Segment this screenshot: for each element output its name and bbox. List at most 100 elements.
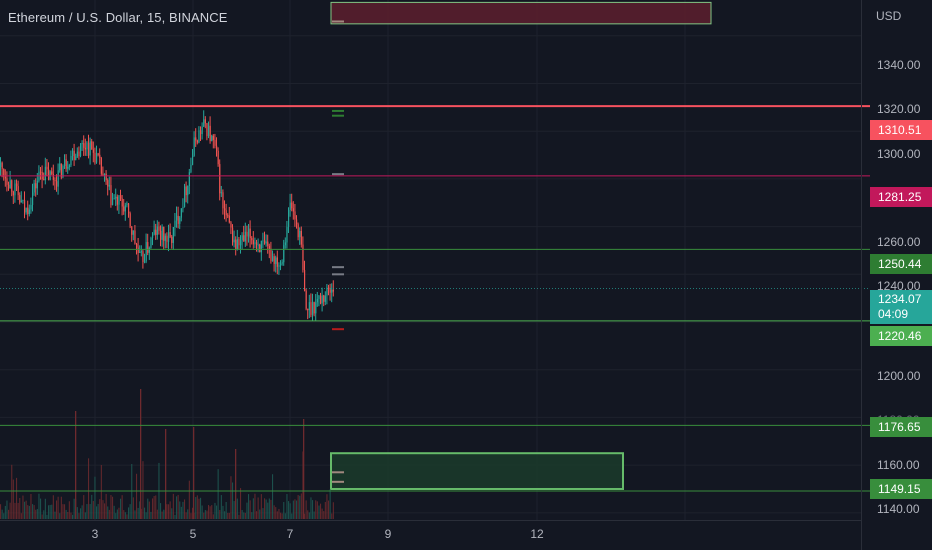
volume-bar	[315, 500, 317, 519]
volume-bar	[307, 510, 309, 519]
symbol-title[interactable]: Ethereum / U.S. Dollar, 15, BINANCE	[8, 10, 228, 25]
volume-bar	[257, 497, 259, 519]
volume-bar	[270, 499, 272, 519]
candle-body	[64, 159, 66, 167]
candle-body	[132, 230, 134, 235]
candle-body	[110, 185, 112, 206]
volume-bar	[264, 498, 266, 519]
volume-bar	[139, 501, 141, 519]
candle-body	[185, 186, 187, 196]
order-marker	[332, 109, 344, 112]
volume-bar	[57, 496, 59, 519]
candle-body	[280, 263, 282, 266]
volume-bar	[107, 506, 109, 519]
candle-body	[268, 245, 270, 249]
volume-bar	[187, 509, 189, 519]
candle-body	[331, 289, 333, 293]
volume-bar	[83, 495, 85, 519]
candle-body	[312, 302, 314, 315]
volume-bar	[300, 493, 302, 519]
candle-body	[32, 192, 34, 205]
volume-bar	[220, 495, 222, 519]
volume-bar	[60, 496, 62, 519]
price-label-1250[interactable]: 1250.44	[870, 254, 932, 274]
volume-bar	[27, 505, 29, 519]
volume-bar	[105, 493, 107, 519]
volume-bar	[240, 488, 242, 519]
order-marker	[332, 273, 344, 276]
price-tick: 1340.00	[877, 58, 921, 72]
candle-body	[196, 140, 198, 143]
price-label-1176[interactable]: 1176.65	[870, 417, 932, 437]
candle-body	[236, 239, 238, 250]
volume-bar	[324, 501, 326, 519]
volume-bar	[299, 495, 301, 519]
time-tick: 9	[384, 527, 392, 541]
volume-bar	[246, 502, 248, 519]
volume-bar	[204, 510, 206, 519]
volume-bar	[12, 479, 14, 519]
volume-bar	[230, 476, 232, 519]
volume-bar	[22, 495, 24, 519]
volume-bar	[96, 506, 98, 519]
candle-body	[228, 215, 230, 223]
volume-bar	[51, 504, 53, 519]
current-price-label[interactable]: 1234.07 04:09	[870, 290, 932, 324]
currency-label[interactable]: USD	[876, 9, 902, 23]
volume-bar	[123, 510, 125, 519]
candle-body	[25, 207, 27, 213]
candle-body	[164, 235, 166, 241]
candle-body	[217, 150, 219, 165]
candle-body	[254, 242, 256, 245]
volume-bar	[305, 500, 307, 519]
candle-body	[251, 238, 253, 241]
candle-body	[107, 180, 109, 187]
volume-bar	[251, 512, 253, 519]
volume-bar	[145, 512, 147, 519]
candle-body	[267, 241, 269, 246]
candle-body	[292, 208, 294, 212]
volume-bar	[222, 505, 224, 519]
volume-bar	[252, 498, 254, 519]
volume-bar	[73, 498, 75, 519]
order-marker	[332, 173, 344, 176]
volume-bar	[35, 509, 37, 519]
candle-body	[209, 125, 211, 142]
volume-bar	[235, 449, 237, 519]
candle-body	[83, 143, 85, 148]
candle-body	[102, 173, 104, 176]
candle-body	[3, 168, 5, 177]
price-label-1281[interactable]: 1281.25	[870, 187, 932, 207]
candle-body	[244, 231, 246, 242]
candle-body	[68, 165, 70, 167]
volume-bar	[185, 512, 187, 519]
price-label-1220[interactable]: 1220.46	[870, 326, 932, 346]
candle-body	[278, 265, 280, 267]
candle-body	[124, 205, 126, 212]
candle-body	[262, 240, 264, 242]
candle-body	[252, 240, 254, 245]
volume-bar	[88, 458, 90, 519]
candle-body	[201, 126, 203, 135]
volume-bar	[11, 464, 13, 519]
candle-body	[131, 226, 133, 235]
candle-body	[286, 226, 288, 243]
price-label-1149[interactable]: 1149.15	[870, 479, 932, 499]
candle-body	[230, 222, 232, 228]
time-axis-divider	[0, 520, 862, 521]
candle-body	[33, 183, 35, 193]
volume-bar	[272, 474, 274, 519]
candle-body	[30, 204, 32, 210]
volume-bar	[163, 509, 165, 519]
candle-body	[105, 173, 107, 181]
candle-body	[212, 135, 214, 140]
price-label-1310[interactable]: 1310.51	[870, 120, 932, 140]
candle-body	[72, 150, 74, 156]
candle-body	[65, 159, 67, 169]
volume-bar	[33, 505, 35, 519]
volume-bar	[52, 495, 54, 519]
volume-bar	[136, 473, 138, 519]
volume-bar	[280, 512, 282, 519]
